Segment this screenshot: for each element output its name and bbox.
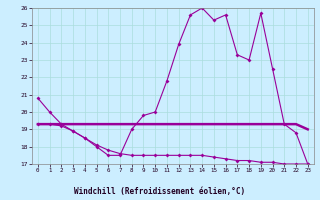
Text: Windchill (Refroidissement éolien,°C): Windchill (Refroidissement éolien,°C)	[75, 187, 245, 196]
